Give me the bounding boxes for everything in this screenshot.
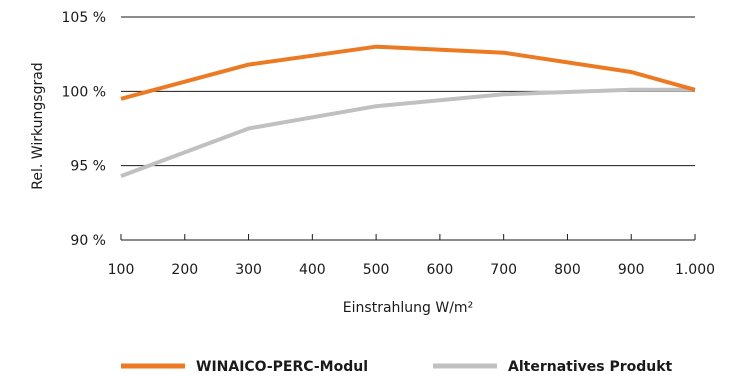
x-tick-label: 800 <box>554 262 581 278</box>
y-axis-title: Rel. Wirkungsgrad <box>30 62 46 189</box>
x-tick-label: 700 <box>490 262 517 278</box>
series-layer <box>120 44 696 178</box>
x-tick-label: 200 <box>171 262 198 278</box>
axes: 90 % 95 % 100 % 105 % 100 200 300 400 500 600 700 8… <box>62 10 716 278</box>
x-tick-label: 1.000 <box>675 262 715 278</box>
y-tick-label: 100 % <box>62 84 106 100</box>
series-line-alternative <box>120 87 695 178</box>
x-tick-label: 500 <box>363 262 390 278</box>
legend-label: Alternatives Produkt <box>508 359 673 375</box>
series-line-winaico <box>120 44 696 101</box>
x-tick-label: 300 <box>235 262 262 278</box>
legend-label: WINAICO-PERC-Modul <box>196 359 368 375</box>
legend: WINAICO-PERC-Modul Alternatives Produkt <box>121 359 673 375</box>
y-tick-label: 90 % <box>70 233 106 249</box>
x-tick-label: 900 <box>618 262 645 278</box>
y-tick-label: 105 % <box>62 10 106 26</box>
x-axis-title: Einstrahlung W/m² <box>343 300 473 316</box>
x-tick-label: 400 <box>299 262 326 278</box>
y-tick-label: 95 % <box>70 159 106 175</box>
x-tick-label: 600 <box>427 262 454 278</box>
grid-lines <box>121 16 695 241</box>
x-tick-label: 100 <box>108 262 135 278</box>
